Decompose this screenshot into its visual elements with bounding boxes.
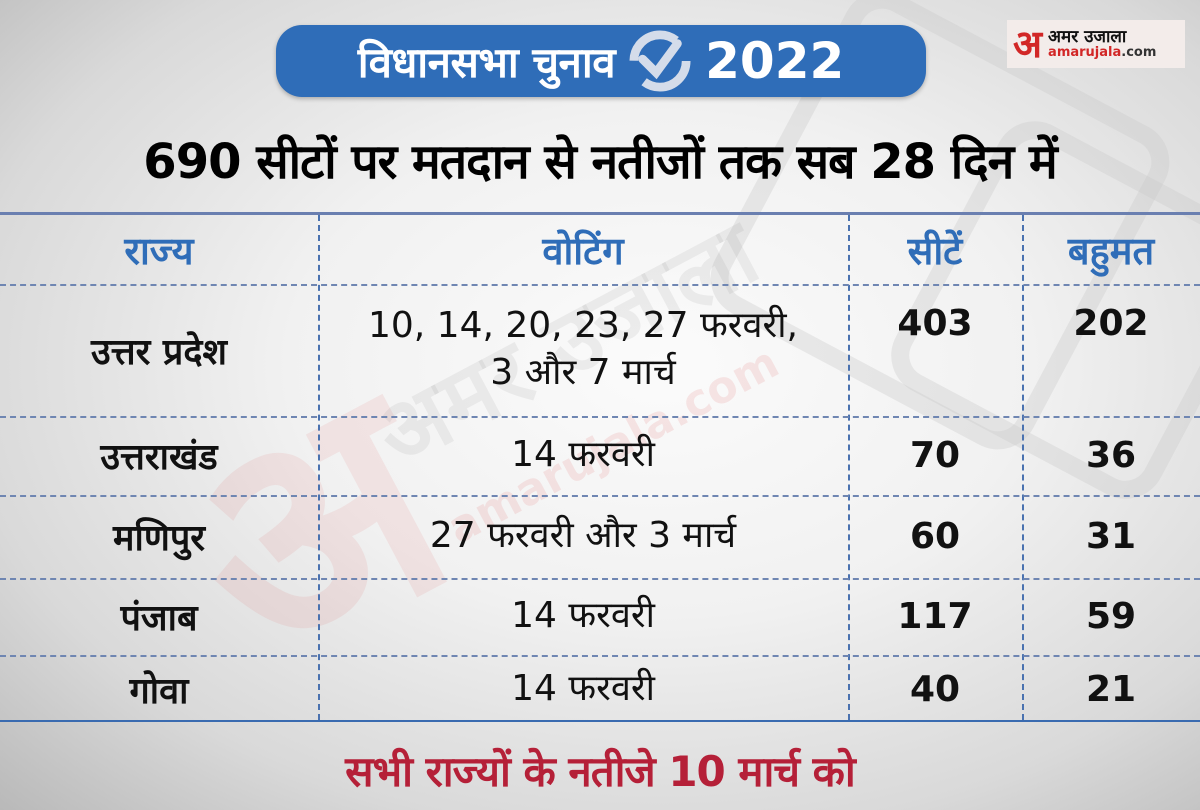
logo-url: amarujala.com xyxy=(1048,45,1157,60)
table-cell-majority: 202 xyxy=(1073,302,1149,344)
row-divider xyxy=(0,284,1200,286)
column-header-seats: सीटें xyxy=(907,228,963,273)
row-divider xyxy=(0,578,1200,580)
eci-ballot-check-icon xyxy=(629,30,691,92)
table-cell-voting: 14 फरवरी xyxy=(511,595,655,637)
table-cell-state: मणिपुर xyxy=(112,518,206,559)
column-header-state: राज्य xyxy=(124,228,194,273)
logo-name-hindi: अमर उजाला xyxy=(1048,27,1127,47)
column-divider xyxy=(318,215,320,720)
table-cell-voting: 14 फरवरी xyxy=(511,434,655,476)
title-banner: विधानसभा चुनाव 2022 xyxy=(276,25,926,97)
column-divider xyxy=(1022,215,1024,720)
election-schedule-table: राज्य वोटिंग सीटें बहुमत उत्तर प्रदेश 10… xyxy=(0,212,1200,722)
table-cell-majority: 36 xyxy=(1085,435,1137,476)
amarujala-logo: अ अमर उजाला amarujala.com xyxy=(1007,20,1185,68)
table-cell-majority: 31 xyxy=(1085,516,1137,557)
table-cell-state: गोवा xyxy=(129,670,189,712)
table-cell-seats: 40 xyxy=(909,668,961,710)
row-divider xyxy=(0,655,1200,657)
column-divider xyxy=(848,215,850,720)
table-cell-seats: 60 xyxy=(909,516,961,557)
table-cell-state: पंजाब xyxy=(120,598,198,639)
table-cell-majority: 59 xyxy=(1085,596,1137,637)
table-cell-seats: 403 xyxy=(897,302,973,344)
logo-mark: अ xyxy=(1013,22,1043,66)
table-cell-voting: 10, 14, 20, 23, 27 फरवरी, 3 और 7 मार्च xyxy=(318,284,848,416)
table-cell-state: उत्तर प्रदेश xyxy=(91,331,227,373)
table-cell-state: उत्तराखंड xyxy=(100,437,218,478)
title-year: 2022 xyxy=(705,32,845,90)
voting-dates-line1: 10, 14, 20, 23, 27 फरवरी, xyxy=(367,305,799,347)
table-cell-voting: 27 फरवरी और 3 मार्च xyxy=(429,515,737,557)
title-text: विधानसभा चुनाव xyxy=(357,37,616,87)
row-divider xyxy=(0,416,1200,418)
row-divider xyxy=(0,495,1200,497)
results-date-note: सभी राज्यों के नतीजे 10 मार्च को xyxy=(345,747,856,796)
column-header-majority: बहुमत xyxy=(1067,228,1155,273)
headline: 690 सीटों पर मतदान से नतीजों तक सब 28 दि… xyxy=(143,134,1057,190)
table-cell-seats: 70 xyxy=(909,435,961,476)
voting-dates-line2: 3 और 7 मार्च xyxy=(490,352,676,393)
column-header-voting: वोटिंग xyxy=(542,228,624,273)
table-cell-voting: 14 फरवरी xyxy=(511,667,655,709)
table-cell-majority: 21 xyxy=(1085,668,1137,710)
table-cell-seats: 117 xyxy=(897,596,973,637)
